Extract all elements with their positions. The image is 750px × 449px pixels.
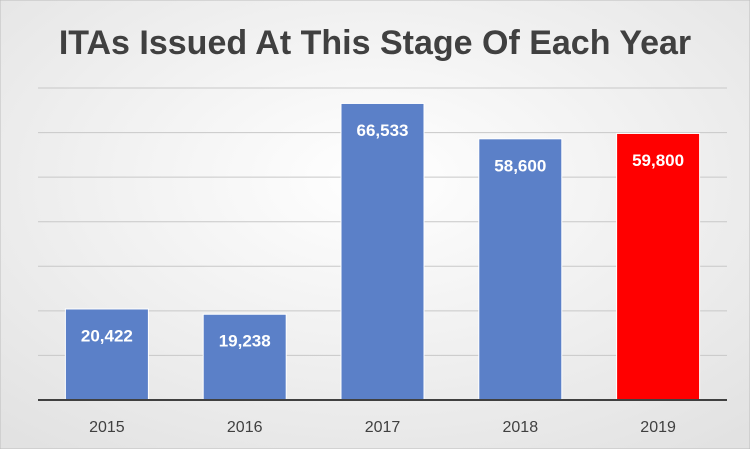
x-tick-label: 2018 <box>503 419 539 436</box>
value-label: 59,800 <box>632 151 684 170</box>
chart-title: ITAs Issued At This Stage Of Each Year <box>59 24 691 62</box>
x-tick-label: 2019 <box>640 419 676 436</box>
bar <box>202 313 287 401</box>
x-tick-label: 2017 <box>365 419 401 436</box>
value-label: 66,533 <box>357 121 409 140</box>
bar <box>616 132 701 401</box>
value-label: 58,600 <box>494 156 546 175</box>
bar <box>64 308 149 401</box>
value-label: 20,422 <box>81 326 133 345</box>
x-tick-label: 2016 <box>227 419 263 436</box>
x-tick-label: 2015 <box>89 419 125 436</box>
value-label: 19,238 <box>219 332 271 351</box>
bar <box>340 102 425 401</box>
bar <box>478 138 563 401</box>
